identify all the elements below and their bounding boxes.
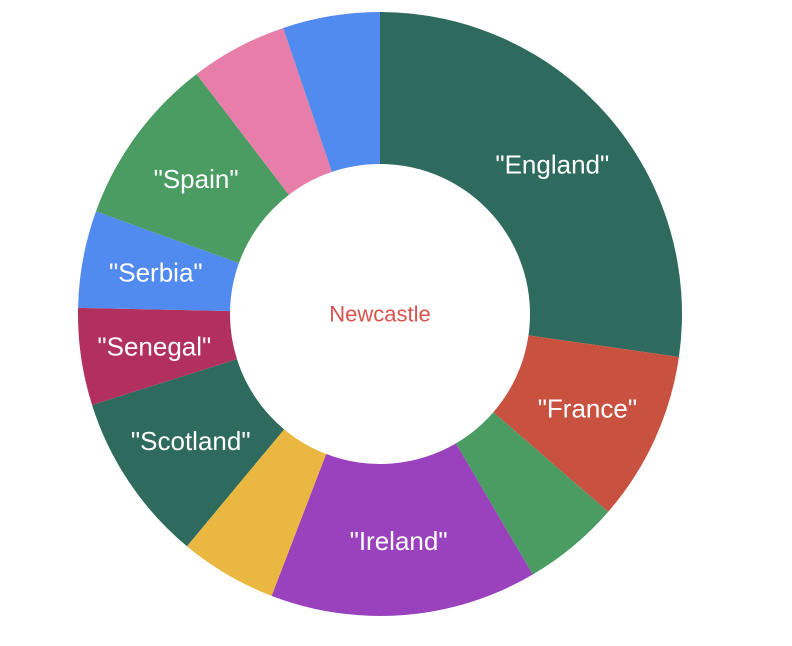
center-label: Newcastle — [329, 302, 430, 327]
slice-label-1: "France" — [538, 394, 637, 424]
slice-7 — [78, 211, 239, 311]
slice-9 — [196, 27, 332, 195]
slice-label-8: "Spain" — [154, 164, 239, 194]
slices-group — [78, 12, 682, 616]
slice-0 — [380, 12, 682, 357]
slice-label-0: "England" — [495, 150, 609, 180]
slice-4 — [186, 429, 327, 596]
slice-1 — [493, 335, 679, 512]
slice-label-6: "Senegal" — [97, 331, 211, 361]
slice-label-7: "Serbia" — [109, 257, 203, 287]
slice-6 — [78, 307, 237, 405]
slice-label-5: "Scotland" — [131, 426, 251, 456]
slice-2 — [455, 412, 609, 575]
slice-10 — [283, 12, 380, 172]
slice-label-3: "Ireland" — [350, 526, 448, 556]
slice-8 — [95, 74, 289, 264]
slice-5 — [92, 359, 285, 547]
slice-3 — [271, 443, 533, 616]
slice-labels-group: "England" "France" "Ireland" "Scotland" "Sen… — [97, 150, 637, 557]
